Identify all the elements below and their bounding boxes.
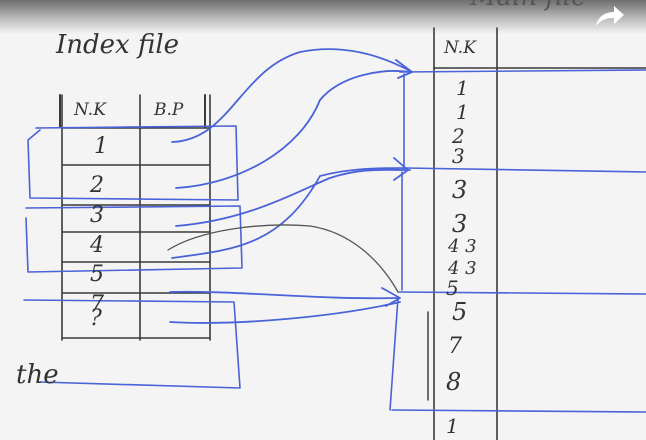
main-key-5b: 5 — [452, 298, 468, 326]
main-key-4-3b: 4 3 — [448, 258, 477, 279]
index-key-5: 5 — [90, 262, 104, 287]
main-key-1c: 1 — [446, 414, 459, 438]
main-key-7: 7 — [448, 334, 462, 359]
note-text: the — [16, 360, 59, 390]
main-key-3a: 3 — [452, 144, 465, 168]
index-key-4: 4 — [90, 233, 104, 258]
main-table-grid — [433, 27, 646, 440]
pencil-arrow — [167, 224, 399, 293]
main-file-title: Main file — [470, 0, 587, 12]
main-key-8: 8 — [446, 368, 462, 396]
index-key-unknown: ? — [90, 306, 102, 331]
main-key-1a: 1 — [456, 76, 469, 100]
index-file-title: Index file — [56, 30, 180, 60]
index-col-bp: B.P — [154, 100, 184, 120]
main-key-4-3a: 4 3 — [448, 236, 477, 257]
share-arrow-icon[interactable] — [592, 4, 626, 30]
main-key-1b: 1 — [456, 100, 469, 124]
main-key-3c: 3 — [452, 210, 468, 238]
index-key-3: 3 — [90, 203, 104, 228]
main-key-5a: 5 — [446, 276, 459, 300]
block-outlines — [23, 69, 646, 413]
index-col-nk: N.K — [74, 100, 106, 120]
index-table-grid — [59, 94, 211, 341]
main-key-3b: 3 — [452, 176, 468, 204]
index-key-2: 2 — [90, 173, 104, 198]
index-key-7: 7 — [90, 292, 104, 317]
index-key-1: 1 — [94, 134, 108, 159]
main-key-2: 2 — [452, 124, 465, 148]
block-pointer-arrows — [169, 48, 413, 324]
main-col-nk: N.K — [444, 38, 476, 58]
video-top-bar — [0, 0, 646, 34]
